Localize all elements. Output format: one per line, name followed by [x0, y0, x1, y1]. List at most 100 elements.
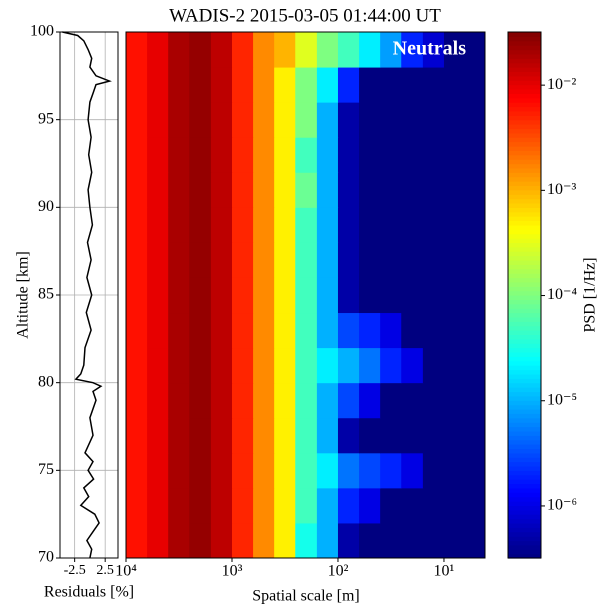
heatmap-cell: [380, 417, 402, 454]
heatmap-cell: [168, 102, 190, 138]
colorbar-swatch: [508, 145, 541, 151]
heatmap-cell: [231, 102, 254, 138]
heatmap-cell: [295, 312, 318, 349]
heatmap-cell: [401, 487, 424, 524]
heatmap-cell: [443, 242, 466, 278]
x-tick-label: 10²: [328, 563, 349, 580]
colorbar-swatch: [508, 360, 541, 366]
heatmap-cell: [465, 487, 486, 524]
heatmap-cell: [337, 277, 360, 314]
colorbar-swatch: [508, 369, 541, 375]
colorbar-swatch: [508, 518, 541, 524]
heatmap-cell: [231, 382, 254, 419]
colorbar-swatch: [508, 505, 541, 511]
colorbar-swatch: [508, 395, 541, 401]
heatmap-cell: [168, 452, 190, 489]
colorbar-swatch: [508, 308, 541, 314]
heatmap-cell: [295, 172, 318, 208]
heatmap-cell: [422, 347, 445, 384]
heatmap-cell: [210, 452, 233, 489]
colorbar-swatch: [508, 137, 541, 143]
colorbar-swatch: [508, 487, 541, 493]
colorbar-swatch: [508, 492, 541, 498]
heatmap-cell: [465, 102, 486, 138]
heatmap-cell: [274, 207, 296, 243]
colorbar-swatch: [508, 88, 541, 94]
heatmap-cell: [231, 452, 254, 489]
y-axis-label: Altitude [km]: [15, 251, 32, 339]
heatmap-cell: [274, 452, 296, 489]
colorbar-swatch: [508, 312, 541, 318]
colorbar-label: PSD [1/Hz]: [582, 257, 599, 332]
heatmap-cell: [359, 172, 381, 208]
heatmap-cell: [189, 452, 212, 489]
heatmap-cell: [210, 417, 233, 454]
heatmap-cell: [168, 347, 190, 384]
colorbar-swatch: [508, 128, 541, 134]
heatmap-cell: [465, 522, 486, 559]
heatmap-cell: [253, 67, 275, 103]
chart-title: WADIS-2 2015-03-05 01:44:00 UT: [169, 5, 441, 26]
plot-frame: [59, 31, 119, 559]
colorbar-swatch: [508, 426, 541, 432]
colorbar-swatch: [508, 286, 541, 292]
colorbar-swatch: [508, 343, 541, 349]
colorbar-swatch: [508, 544, 541, 550]
heatmap-cell: [189, 347, 212, 384]
heatmap-cell: [316, 452, 339, 489]
heatmap-cell: [189, 242, 212, 278]
heatmap-cell: [422, 32, 445, 68]
heatmap-cell: [465, 312, 486, 349]
colorbar-swatch: [508, 404, 541, 410]
colorbar-swatch: [508, 242, 541, 248]
heatmap-cell: [465, 277, 486, 314]
heatmap-cell: [422, 67, 445, 103]
colorbar-swatch: [508, 93, 541, 99]
heatmap-cell: [274, 172, 296, 208]
colorbar-tick-label: 10⁻⁵: [547, 391, 577, 408]
heatmap-cell: [380, 522, 402, 559]
colorbar-swatch: [508, 189, 541, 195]
colorbar-swatch: [508, 387, 541, 393]
colorbar-swatch: [508, 58, 541, 64]
heatmap-cell: [401, 242, 424, 278]
colorbar-swatch: [508, 255, 541, 261]
heatmap-cell: [147, 277, 169, 314]
heatmap-cell: [274, 137, 296, 173]
heatmap-cell: [295, 277, 318, 314]
x-tick-label: 10³: [222, 563, 243, 580]
heatmap-cell: [168, 487, 190, 524]
heatmap-cell: [401, 137, 424, 173]
heatmap-cell: [380, 102, 402, 138]
heatmap-cell: [359, 67, 381, 103]
heatmap-cell: [253, 207, 275, 243]
heatmap-cell: [465, 67, 486, 103]
colorbar-swatch: [508, 452, 541, 458]
heatmap-cell: [380, 207, 402, 243]
colorbar-swatch: [508, 202, 541, 208]
colorbar-swatch: [508, 119, 541, 125]
heatmap-cell: [147, 487, 169, 524]
colorbar-swatch: [508, 106, 541, 112]
heatmap-cell: [465, 32, 486, 68]
heatmap-cell: [359, 347, 381, 384]
colorbar-swatch: [508, 45, 541, 51]
heatmap-cell: [231, 67, 254, 103]
heatmap-cell: [210, 522, 233, 559]
heatmap-cell: [274, 312, 296, 349]
heatmap-cell: [316, 277, 339, 314]
colorbar-swatch: [508, 303, 541, 309]
heatmap-cell: [401, 522, 424, 559]
colorbar-swatch: [508, 514, 541, 520]
colorbar-swatch: [508, 229, 541, 235]
heatmap-cell: [168, 242, 190, 278]
heatmap-cell: [147, 102, 169, 138]
x-tick-label: 10¹: [434, 563, 455, 580]
colorbar-swatch: [508, 62, 541, 68]
heatmap-cell: [443, 277, 466, 314]
heatmap-cell: [401, 277, 424, 314]
colorbar-swatch: [508, 71, 541, 77]
x-tick-label: -2.5: [64, 563, 86, 578]
heatmap-cell: [465, 347, 486, 384]
heatmap-cell: [359, 382, 381, 419]
